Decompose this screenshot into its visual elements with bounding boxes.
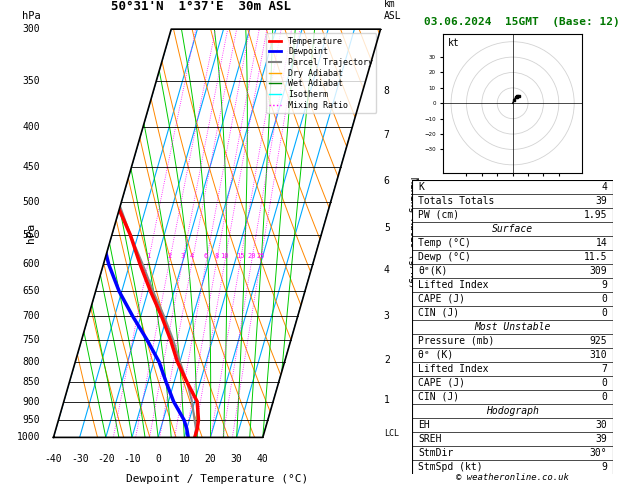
Text: Hodograph: Hodograph xyxy=(486,406,539,416)
Text: 950: 950 xyxy=(23,415,40,425)
Text: 10: 10 xyxy=(220,253,229,259)
Text: Dewpoint / Temperature (°C): Dewpoint / Temperature (°C) xyxy=(126,474,308,484)
Text: Pressure (mb): Pressure (mb) xyxy=(418,336,494,346)
Text: 39: 39 xyxy=(596,434,607,444)
Text: Most Unstable: Most Unstable xyxy=(474,322,551,332)
Text: 4: 4 xyxy=(384,265,390,275)
Text: 850: 850 xyxy=(23,377,40,387)
Text: Surface: Surface xyxy=(492,224,533,234)
Text: CAPE (J): CAPE (J) xyxy=(418,294,465,304)
Text: 700: 700 xyxy=(23,312,40,321)
Text: 40: 40 xyxy=(257,454,269,464)
Text: CIN (J): CIN (J) xyxy=(418,308,459,318)
Text: 450: 450 xyxy=(23,162,40,172)
Text: θᵉ(K): θᵉ(K) xyxy=(418,266,447,276)
Text: 0: 0 xyxy=(601,308,607,318)
Text: 500: 500 xyxy=(23,197,40,208)
Text: 8: 8 xyxy=(214,253,218,259)
Text: 1000: 1000 xyxy=(17,433,40,442)
Text: 9: 9 xyxy=(601,462,607,472)
Text: © weatheronline.co.uk: © weatheronline.co.uk xyxy=(456,473,569,482)
Text: 6: 6 xyxy=(384,176,390,187)
Text: 7: 7 xyxy=(601,364,607,374)
Text: km
ASL: km ASL xyxy=(384,0,401,21)
Text: 309: 309 xyxy=(589,266,607,276)
Text: 25: 25 xyxy=(256,253,265,259)
Text: 750: 750 xyxy=(23,335,40,345)
Text: 8: 8 xyxy=(384,86,390,96)
Text: Dewp (°C): Dewp (°C) xyxy=(418,252,471,262)
Text: 600: 600 xyxy=(23,259,40,269)
Text: StmDir: StmDir xyxy=(418,448,454,458)
Text: kt: kt xyxy=(448,38,459,48)
Text: 0: 0 xyxy=(601,392,607,402)
Text: 3: 3 xyxy=(181,253,184,259)
Text: 300: 300 xyxy=(23,24,40,34)
Text: 2: 2 xyxy=(167,253,172,259)
Text: -30: -30 xyxy=(71,454,89,464)
Text: 0: 0 xyxy=(155,454,161,464)
Text: Lifted Index: Lifted Index xyxy=(418,280,489,290)
Text: SREH: SREH xyxy=(418,434,442,444)
Text: 400: 400 xyxy=(23,122,40,132)
Text: 3: 3 xyxy=(384,312,390,321)
Text: 1.95: 1.95 xyxy=(584,210,607,220)
Text: hPa: hPa xyxy=(21,11,40,21)
Text: EH: EH xyxy=(418,420,430,430)
Text: 30°: 30° xyxy=(589,448,607,458)
Text: 39: 39 xyxy=(596,196,607,206)
Text: 800: 800 xyxy=(23,357,40,367)
Text: 350: 350 xyxy=(23,76,40,87)
Text: 2: 2 xyxy=(384,355,390,364)
Text: 5: 5 xyxy=(384,224,390,233)
Text: PW (cm): PW (cm) xyxy=(418,210,459,220)
Text: 7: 7 xyxy=(384,130,390,140)
Text: 9: 9 xyxy=(601,280,607,290)
Text: 925: 925 xyxy=(589,336,607,346)
Text: 1: 1 xyxy=(384,395,390,405)
Text: CAPE (J): CAPE (J) xyxy=(418,378,465,388)
Text: CIN (J): CIN (J) xyxy=(418,392,459,402)
Text: 0: 0 xyxy=(601,294,607,304)
Text: 4: 4 xyxy=(190,253,194,259)
Text: Mixing Ratio (g/kg): Mixing Ratio (g/kg) xyxy=(408,177,418,289)
Text: -40: -40 xyxy=(45,454,62,464)
Text: 03.06.2024  15GMT  (Base: 12): 03.06.2024 15GMT (Base: 12) xyxy=(424,17,620,27)
Text: 4: 4 xyxy=(601,182,607,192)
Text: 1: 1 xyxy=(146,253,150,259)
Text: 14: 14 xyxy=(596,238,607,248)
Text: 50°31'N  1°37'E  30m ASL: 50°31'N 1°37'E 30m ASL xyxy=(111,0,291,13)
Text: 30: 30 xyxy=(231,454,243,464)
Text: 550: 550 xyxy=(23,230,40,240)
Legend: Temperature, Dewpoint, Parcel Trajectory, Dry Adiabat, Wet Adiabat, Isotherm, Mi: Temperature, Dewpoint, Parcel Trajectory… xyxy=(265,34,376,113)
Text: Lifted Index: Lifted Index xyxy=(418,364,489,374)
Polygon shape xyxy=(53,29,381,437)
Text: -10: -10 xyxy=(123,454,141,464)
Text: 310: 310 xyxy=(589,350,607,360)
Text: -20: -20 xyxy=(97,454,114,464)
Text: 30: 30 xyxy=(596,420,607,430)
Text: 11.5: 11.5 xyxy=(584,252,607,262)
Text: 6: 6 xyxy=(204,253,208,259)
Text: hPa: hPa xyxy=(26,223,36,243)
Text: θᵉ (K): θᵉ (K) xyxy=(418,350,454,360)
Text: Temp (°C): Temp (°C) xyxy=(418,238,471,248)
Text: K: K xyxy=(418,182,424,192)
Text: 15: 15 xyxy=(236,253,244,259)
Text: 650: 650 xyxy=(23,286,40,296)
Text: Totals Totals: Totals Totals xyxy=(418,196,494,206)
Text: LCL: LCL xyxy=(384,429,399,438)
Text: 10: 10 xyxy=(179,454,190,464)
Text: 20: 20 xyxy=(247,253,255,259)
Text: 0: 0 xyxy=(601,378,607,388)
Text: 20: 20 xyxy=(204,454,216,464)
Text: StmSpd (kt): StmSpd (kt) xyxy=(418,462,482,472)
Text: 900: 900 xyxy=(23,397,40,407)
